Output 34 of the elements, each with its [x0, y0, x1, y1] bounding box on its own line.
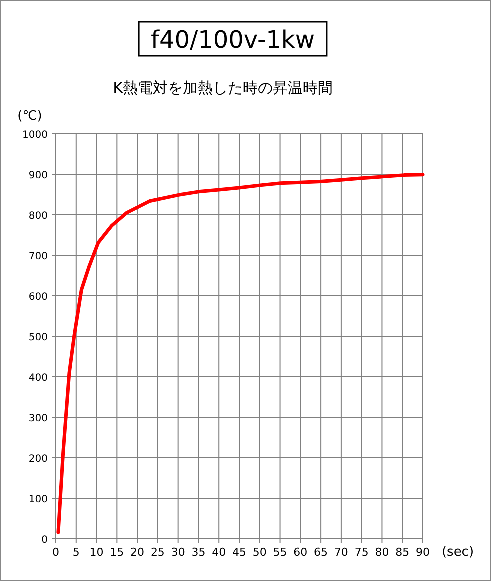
y-tick-label: 500 — [28, 332, 48, 344]
y-tick-label: 0 — [42, 535, 48, 546]
x-tick-label: 60 — [294, 546, 308, 559]
y-tick-label: 700 — [28, 252, 48, 262]
x-tick-label: 45 — [232, 546, 246, 559]
x-tick-label: 10 — [90, 546, 104, 559]
x-tick-label: 25 — [150, 546, 165, 559]
y-tick-label: 300 — [28, 414, 48, 424]
y-tick-label: 800 — [28, 211, 48, 222]
y-tick-label: 400 — [28, 373, 48, 384]
x-tick-label: 40 — [212, 546, 226, 559]
x-tick-label: 85 — [396, 546, 410, 559]
x-tick-label: 70 — [334, 546, 348, 559]
x-tick-label: 65 — [314, 546, 328, 559]
x-tick-label: 15 — [110, 546, 124, 559]
y-tick-label: 900 — [28, 170, 48, 182]
x-tick-label: 75 — [354, 546, 369, 559]
y-tick-label: 600 — [28, 292, 48, 303]
x-tick-label: 80 — [375, 546, 390, 559]
x-tick-label: 50 — [252, 546, 267, 559]
x-tick-label: 0 — [52, 546, 60, 559]
x-tick-label: 55 — [273, 546, 288, 559]
x-tick-label: 20 — [130, 546, 145, 559]
chart-title: f40/100v-1kw — [151, 26, 315, 54]
y-tick-label: 1000 — [22, 130, 48, 141]
chart-subtitle: K熱電対を加熱した時の昇温時間 — [113, 79, 333, 97]
x-axis-title: (sec) — [442, 545, 474, 560]
x-tick-label: 35 — [192, 546, 206, 559]
y-axis-title: (℃) — [18, 109, 42, 124]
y-tick-label: 200 — [28, 454, 48, 465]
y-tick-label: 100 — [28, 494, 48, 506]
x-tick-label: 30 — [171, 546, 186, 559]
x-tick-label: 5 — [72, 546, 80, 559]
x-tick-label: 90 — [416, 546, 430, 559]
